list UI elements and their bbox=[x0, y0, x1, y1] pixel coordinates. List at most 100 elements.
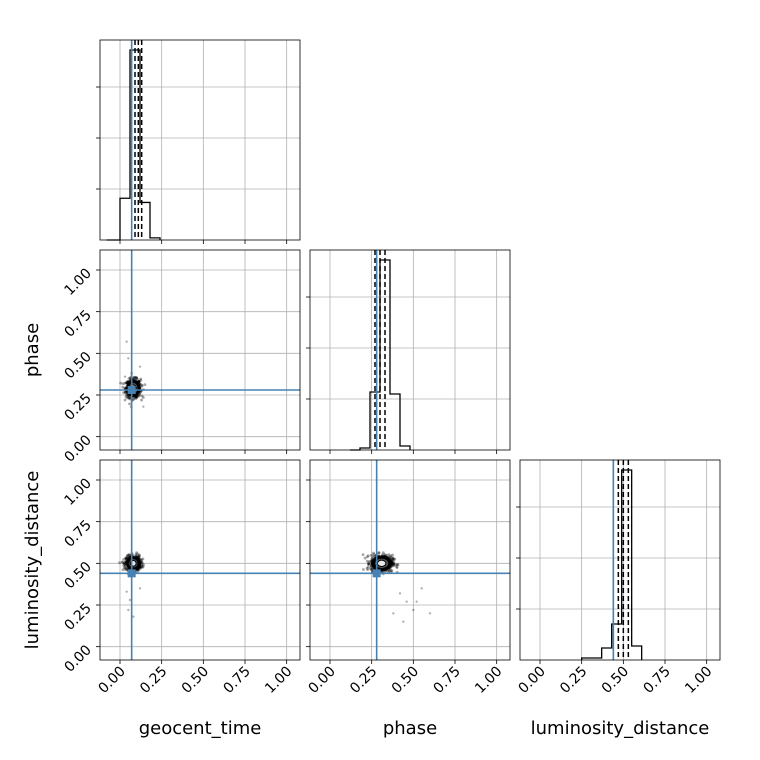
sample-point bbox=[369, 553, 373, 557]
sample-point bbox=[139, 559, 143, 562]
sample-point bbox=[391, 561, 395, 565]
sample-point bbox=[140, 383, 144, 387]
sample-point bbox=[121, 568, 125, 572]
scatter-panel-luminosity_distance_vs_phase: 0.00 0.25 0.50 0.75 1.00 bbox=[305, 459, 511, 697]
sample-point bbox=[366, 568, 370, 572]
sample-point bbox=[138, 365, 142, 368]
sample-point bbox=[391, 562, 395, 566]
sample-point bbox=[134, 397, 137, 400]
sample-point bbox=[139, 378, 143, 382]
sample-point bbox=[126, 395, 130, 399]
sample-point bbox=[134, 553, 138, 557]
sample-point bbox=[125, 590, 128, 593]
sample-point bbox=[392, 562, 395, 566]
sample-point bbox=[137, 567, 141, 571]
sample-point bbox=[136, 378, 139, 381]
sample-point bbox=[124, 566, 128, 570]
sample-point bbox=[387, 553, 391, 557]
sample-point bbox=[139, 565, 143, 569]
sample-point bbox=[391, 557, 395, 560]
y-tick-label: 0.75 bbox=[61, 307, 94, 340]
sample-point bbox=[127, 608, 130, 612]
sample-point bbox=[367, 560, 371, 564]
sample-point bbox=[402, 620, 405, 623]
scatter-panel-luminosity_distance_vs_geocent_time: 0.00 0.25 0.50 0.75 1.000.000.250.500.751.00 bbox=[61, 459, 301, 697]
y-tick-label: 0.75 bbox=[61, 517, 94, 550]
sample-point bbox=[366, 565, 370, 569]
sample-point bbox=[124, 568, 127, 572]
sample-point bbox=[124, 393, 128, 397]
x-tick-label: 0.75 bbox=[220, 664, 253, 697]
sample-point bbox=[362, 568, 365, 571]
sample-point bbox=[367, 563, 370, 566]
sample-point bbox=[388, 555, 392, 559]
sample-point bbox=[120, 560, 124, 564]
sample-point bbox=[122, 562, 126, 566]
sample-point bbox=[369, 567, 372, 571]
sample-point bbox=[123, 375, 127, 378]
sample-point bbox=[142, 405, 145, 408]
sample-point bbox=[386, 569, 390, 573]
y-axis-label-luminosity-distance: luminosity_distance bbox=[22, 471, 43, 650]
sample-point bbox=[391, 557, 395, 561]
sample-point bbox=[134, 375, 137, 379]
sample-point bbox=[415, 600, 418, 603]
sample-point bbox=[137, 555, 141, 559]
sample-point bbox=[141, 565, 145, 569]
sample-point bbox=[370, 568, 373, 572]
sample-point bbox=[142, 563, 145, 566]
y-tick-label: 0.00 bbox=[61, 642, 94, 675]
sample-point bbox=[137, 555, 141, 559]
sample-point bbox=[128, 396, 132, 400]
y-tick-label: 0.50 bbox=[61, 559, 94, 592]
injection-marker bbox=[372, 569, 381, 578]
sample-point bbox=[138, 587, 142, 590]
sample-point bbox=[392, 562, 396, 566]
sample-point bbox=[390, 569, 394, 573]
sample-point bbox=[367, 562, 371, 565]
sample-point bbox=[123, 391, 127, 395]
sample-point bbox=[398, 592, 402, 595]
x-tick-label: 0.25 bbox=[347, 664, 380, 697]
sample-point bbox=[140, 563, 144, 566]
sample-point bbox=[394, 563, 398, 567]
sample-point bbox=[367, 562, 371, 566]
sample-point bbox=[387, 569, 391, 573]
sample-point bbox=[137, 568, 141, 572]
histogram-panel-luminosity_distance: 0.00 0.25 0.50 0.75 1.00 bbox=[515, 459, 721, 697]
sample-point bbox=[140, 560, 144, 564]
sample-point bbox=[127, 553, 131, 557]
x-tick-label: 1.00 bbox=[472, 664, 505, 697]
sample-point bbox=[135, 554, 138, 557]
sample-point bbox=[395, 565, 399, 569]
x-axis-label-luminosity-distance: luminosity_distance bbox=[531, 718, 710, 739]
sample-point bbox=[121, 385, 125, 389]
sample-point bbox=[125, 381, 129, 384]
sample-point bbox=[121, 382, 125, 386]
sample-point bbox=[125, 396, 129, 400]
panel-frame bbox=[99, 249, 301, 451]
sample-point bbox=[366, 554, 370, 558]
sample-point bbox=[139, 383, 143, 386]
sample-point bbox=[141, 396, 145, 399]
panel-frame bbox=[519, 459, 721, 661]
sample-point bbox=[124, 557, 128, 561]
sample-point bbox=[377, 551, 381, 555]
sample-point bbox=[134, 376, 138, 380]
sample-point bbox=[128, 598, 132, 602]
histogram-panel-geocent_time bbox=[96, 39, 301, 244]
sample-point bbox=[385, 554, 389, 557]
sample-point bbox=[123, 382, 127, 385]
sample-point bbox=[361, 553, 365, 557]
sample-point bbox=[395, 566, 399, 570]
sample-point bbox=[122, 561, 126, 565]
x-tick-label: 0.75 bbox=[640, 664, 673, 697]
x-tick-label: 0.25 bbox=[137, 664, 170, 697]
panel-frame bbox=[99, 459, 301, 661]
sample-point bbox=[124, 564, 127, 567]
sample-point bbox=[405, 600, 408, 603]
sample-point bbox=[140, 558, 143, 562]
x-tick-label: 0.50 bbox=[599, 664, 632, 697]
sample-point bbox=[137, 553, 141, 557]
panel-frame bbox=[99, 39, 301, 241]
